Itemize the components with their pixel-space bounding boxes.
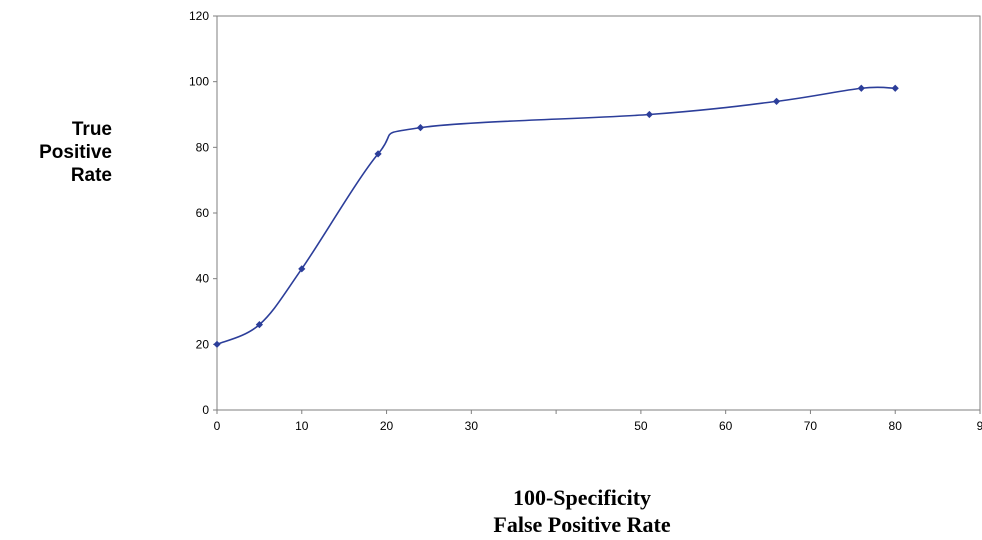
- y-tick-label: 80: [196, 140, 210, 154]
- plot-frame: [216, 15, 981, 411]
- x-tick-label: 60: [719, 419, 733, 433]
- series-line: [216, 86, 896, 346]
- y-axis-title-line: Positive: [39, 142, 112, 163]
- y-axis-title-line: True: [71, 119, 112, 140]
- series-layer: [213, 84, 899, 348]
- data-point-marker: [298, 265, 306, 273]
- data-point-marker: [255, 321, 263, 329]
- x-tick-label: 70: [804, 419, 818, 433]
- y-tick-label: 0: [202, 403, 209, 417]
- data-point-marker: [374, 150, 382, 158]
- data-point-marker: [213, 340, 221, 348]
- x-tick-label: 80: [889, 419, 903, 433]
- y-tick-label: 40: [196, 272, 210, 286]
- y-tick-label: 20: [196, 337, 210, 351]
- x-axis-title-line: 100-Specificity: [512, 485, 652, 510]
- x-tick-label: 50: [634, 419, 648, 433]
- x-tick-label: 30: [465, 419, 479, 433]
- data-point-marker: [891, 84, 899, 92]
- y-axis-title-line: Rate: [70, 165, 112, 186]
- x-tick-label: 9: [977, 419, 982, 433]
- plot-axes: 0 20 40 60 80 100 120 0 10 20 30 50 60 70 80 9: [189, 9, 982, 433]
- x-axis-title: 100-Specificity False Positive Rate: [392, 484, 772, 538]
- x-axis-title-line: False Positive Rate: [493, 512, 671, 537]
- x-tick-label: 10: [295, 419, 309, 433]
- y-tick-label: 120: [189, 9, 209, 23]
- data-point-marker: [416, 124, 425, 132]
- data-point-marker: [772, 97, 781, 105]
- data-point-marker: [857, 84, 865, 92]
- x-tick-label: 20: [380, 419, 394, 433]
- y-tick-label: 60: [196, 206, 210, 220]
- y-tick-label: 100: [189, 75, 209, 89]
- data-point-marker: [645, 110, 653, 119]
- x-tick-label: 0: [214, 419, 221, 433]
- y-axis-title: True Positive Rate: [20, 118, 112, 187]
